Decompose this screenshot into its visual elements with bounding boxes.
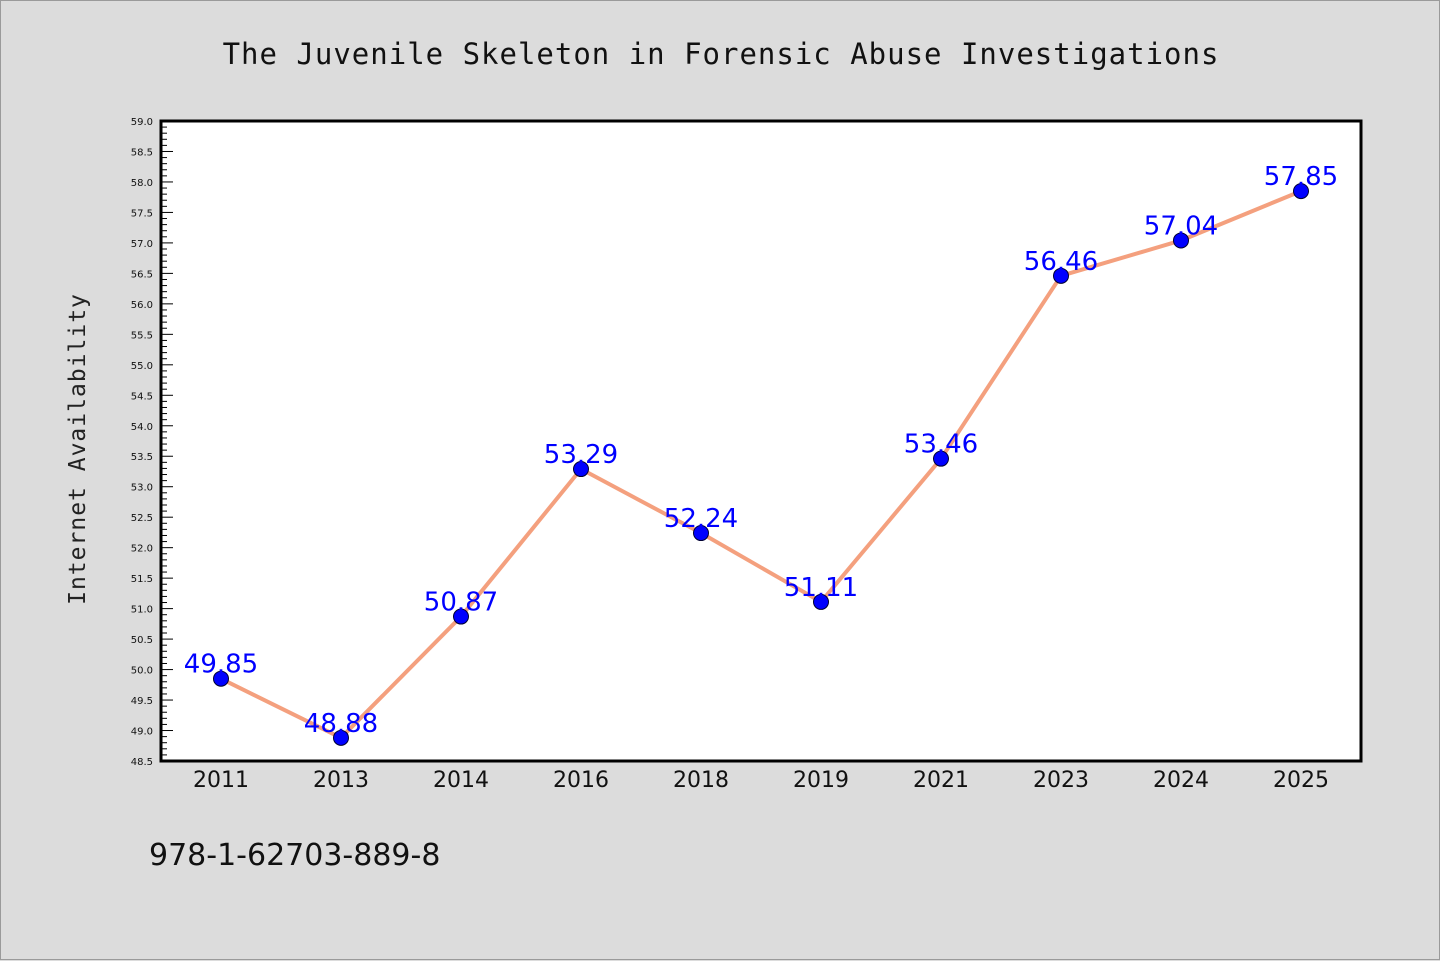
y-tick-label: 58.5: [131, 147, 153, 158]
data-point: [213, 670, 229, 687]
plot-area: [159, 119, 1363, 763]
x-axis-tick-labels: 2011 2013 2014 2016 2018 2019 2021 2023 2024 2025: [193, 768, 1329, 793]
y-axis-tick-labels: 48.5 49.0 49.5 50.0 50.5 51.0 51.5 52.0 52.5 53.0…: [131, 117, 153, 768]
data-label: 52.24: [664, 504, 738, 534]
series-line: [219, 189, 1303, 740]
x-tick-label: 2018: [673, 768, 729, 793]
y-axis-ticks: [161, 120, 173, 762]
data-point: [693, 525, 709, 542]
x-tick-label: 2023: [1033, 768, 1089, 793]
y-tick-label: 54.5: [131, 391, 153, 402]
data-point: [573, 461, 589, 478]
y-tick-label: 49.0: [131, 727, 153, 738]
y-tick-label: 57.0: [131, 239, 153, 250]
y-tick-label: 50.0: [131, 666, 153, 677]
data-label: 53.29: [544, 440, 618, 470]
data-markers: [213, 183, 1309, 746]
data-label: 49.85: [184, 650, 258, 680]
data-labels: 49.85 48.88 50.87 53.29 52.24 51.11 53.46 56.46…: [184, 162, 1338, 739]
y-tick-label: 55.0: [131, 361, 153, 372]
data-label: 53.46: [904, 430, 978, 460]
y-tick-label: 52.0: [131, 544, 153, 555]
y-tick-label: 58.0: [131, 178, 153, 189]
y-tick-label: 49.5: [131, 696, 153, 707]
x-tick-label: 2011: [193, 768, 249, 793]
x-tick-label: 2016: [553, 768, 609, 793]
data-label: 48.88: [304, 709, 378, 739]
data-label: 51.11: [784, 573, 858, 603]
y-tick-label: 51.0: [131, 605, 153, 616]
x-tick-label: 2024: [1153, 768, 1209, 793]
y-axis-label: Internet Availability: [65, 293, 91, 605]
y-tick-label: 52.5: [131, 513, 153, 524]
x-tick-label: 2025: [1273, 768, 1329, 793]
y-tick-label: 48.5: [131, 757, 153, 768]
data-label: 50.87: [424, 588, 498, 618]
chart-title: The Juvenile Skeleton in Forensic Abuse …: [223, 37, 1220, 71]
data-point: [453, 608, 469, 625]
data-point: [933, 450, 949, 467]
data-label: 57.04: [1144, 211, 1218, 241]
x-tick-label: 2013: [313, 768, 369, 793]
y-tick-label: 51.5: [131, 574, 153, 585]
y-tick-label: 56.5: [131, 269, 153, 280]
data-point: [333, 729, 349, 746]
data-point: [1293, 183, 1309, 200]
data-label: 57.85: [1264, 162, 1338, 192]
data-point: [1173, 232, 1189, 249]
data-point: [813, 593, 829, 610]
y-tick-label: 56.0: [131, 300, 153, 311]
y-tick-label: 55.5: [131, 330, 153, 341]
y-tick-label: 50.5: [131, 635, 153, 646]
series-line-group: [219, 189, 1303, 740]
x-tick-label: 2019: [793, 768, 849, 793]
x-tick-label: 2021: [913, 768, 969, 793]
y-tick-label: 53.5: [131, 452, 153, 463]
x-tick-label: 2014: [433, 768, 489, 793]
y-tick-label: 54.0: [131, 422, 153, 433]
y-tick-label: 57.5: [131, 208, 153, 219]
data-label: 56.46: [1024, 247, 1098, 277]
isbn-footer: 978-1-62703-889-8: [149, 838, 440, 873]
y-tick-label: 53.0: [131, 483, 153, 494]
data-point: [1053, 267, 1069, 284]
y-tick-label: 59.0: [131, 117, 153, 128]
